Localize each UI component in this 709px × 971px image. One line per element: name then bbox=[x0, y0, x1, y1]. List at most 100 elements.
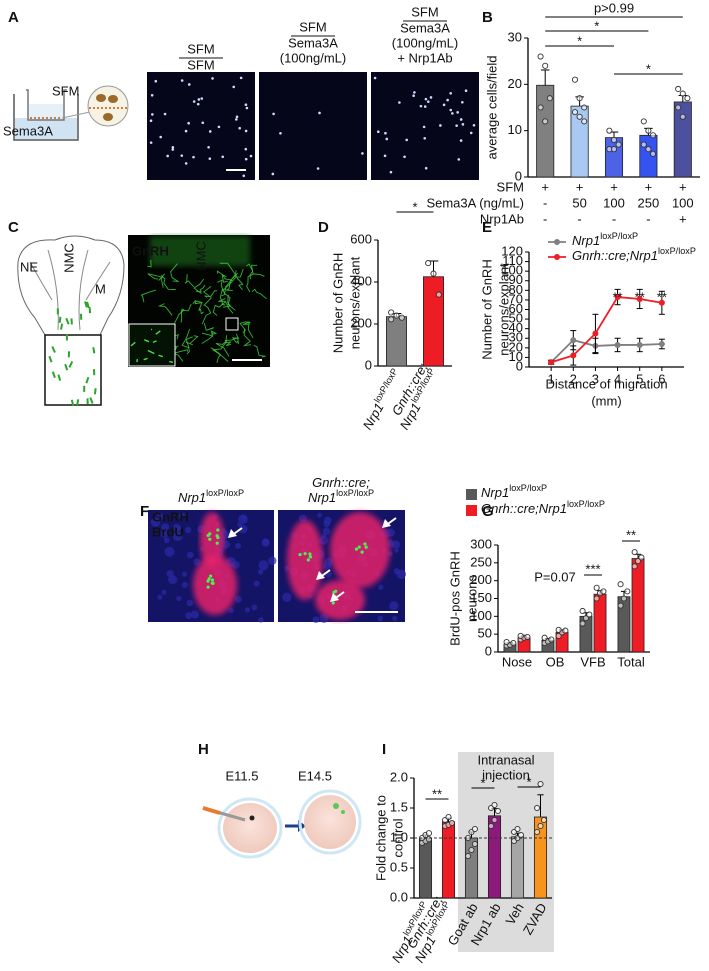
bar bbox=[442, 822, 454, 898]
brdu-spot bbox=[365, 546, 368, 549]
data-point bbox=[639, 555, 644, 560]
brdu-spot bbox=[309, 555, 312, 558]
data-point bbox=[538, 781, 543, 786]
data-point bbox=[618, 582, 623, 587]
x-axis-label: Distance of migration bbox=[545, 376, 667, 391]
data-point bbox=[616, 142, 621, 147]
data-point bbox=[543, 119, 548, 124]
nucleus bbox=[258, 617, 263, 622]
cell-spot bbox=[171, 148, 174, 151]
data-point bbox=[541, 817, 546, 822]
cell-icon bbox=[96, 94, 106, 102]
condition-line: Sema3A bbox=[400, 20, 450, 35]
legend-marker bbox=[554, 254, 560, 260]
brdu-spot bbox=[208, 538, 211, 541]
cell-spot bbox=[423, 137, 426, 140]
data-point bbox=[511, 640, 516, 645]
cell-spot bbox=[413, 91, 416, 94]
significance-label: *** bbox=[585, 561, 600, 576]
data-point bbox=[472, 841, 477, 846]
legend-swatch bbox=[466, 505, 477, 516]
nucleus bbox=[378, 585, 383, 590]
data-point bbox=[618, 603, 623, 608]
nucleus bbox=[238, 514, 248, 524]
data-point bbox=[641, 142, 646, 147]
nucleus bbox=[232, 561, 240, 569]
table-cell: + bbox=[610, 179, 618, 194]
data-point bbox=[547, 96, 552, 101]
superscript: loxP/loxP bbox=[206, 488, 244, 498]
brdu-spot bbox=[209, 574, 212, 577]
cell-spot bbox=[159, 136, 162, 139]
data-point bbox=[389, 317, 394, 322]
cell-spot bbox=[384, 155, 387, 158]
text-run: Gnrh::cre;Nrp1 bbox=[572, 248, 658, 263]
data-point bbox=[572, 77, 577, 82]
cell-spot bbox=[449, 92, 452, 95]
schematic-label: Sema3A bbox=[3, 123, 53, 138]
nucleus bbox=[394, 548, 398, 552]
cell-spot bbox=[279, 132, 282, 135]
cell-spot bbox=[201, 121, 204, 124]
neuron-icon bbox=[60, 317, 61, 323]
significance-label: * bbox=[526, 774, 531, 789]
data-point bbox=[582, 105, 587, 110]
cell-spot bbox=[390, 171, 393, 174]
y-axis-label: Number of GnRH bbox=[330, 253, 345, 353]
brdu-spot bbox=[363, 542, 366, 545]
data-point bbox=[538, 823, 543, 828]
table-cell: 100 bbox=[672, 195, 694, 210]
nucleus bbox=[258, 569, 263, 574]
gnrh-signal bbox=[330, 512, 390, 588]
y-axis-label: Number of GnRH bbox=[479, 259, 494, 359]
nucleus bbox=[317, 513, 322, 518]
data-point bbox=[549, 637, 554, 642]
table-cell: - bbox=[577, 211, 581, 226]
insert-medium bbox=[29, 104, 63, 119]
series-marker bbox=[637, 342, 643, 348]
cell-spot bbox=[385, 138, 388, 141]
cell-spot bbox=[150, 119, 153, 122]
series-marker bbox=[548, 359, 554, 365]
nucleus bbox=[282, 593, 291, 602]
gnrh-signal bbox=[315, 580, 365, 620]
nucleus bbox=[182, 572, 187, 577]
neuron-icon bbox=[69, 361, 72, 367]
cell-spot bbox=[361, 152, 364, 155]
table-cell: - bbox=[612, 211, 616, 226]
cell-spot bbox=[200, 97, 203, 100]
series-marker bbox=[615, 342, 621, 348]
data-point bbox=[676, 105, 681, 110]
cell-spot bbox=[198, 98, 201, 101]
y-tick-label: 0 bbox=[365, 357, 372, 372]
stain-label: GnRH bbox=[132, 243, 169, 258]
cell-spot bbox=[245, 130, 248, 133]
cell-spot bbox=[457, 158, 460, 161]
y-tick-label: 0.0 bbox=[390, 889, 408, 904]
neuron-icon bbox=[52, 347, 55, 353]
significance-label: * bbox=[412, 199, 417, 214]
cell-spot bbox=[317, 167, 320, 170]
table-cell: 250 bbox=[638, 195, 660, 210]
brdu-spot bbox=[298, 553, 301, 556]
panel-label: I bbox=[382, 741, 386, 758]
cell-spot bbox=[446, 99, 449, 102]
condition-line: SFM bbox=[187, 57, 214, 72]
data-point bbox=[492, 817, 497, 822]
nucleus bbox=[168, 575, 177, 584]
table-cell: - bbox=[543, 211, 547, 226]
x-tick-label: VFB bbox=[580, 654, 605, 669]
cell-spot bbox=[473, 124, 476, 127]
data-point bbox=[538, 54, 543, 59]
data-point bbox=[465, 853, 470, 858]
gnrh-signal bbox=[193, 555, 237, 615]
cell-spot bbox=[242, 175, 245, 178]
brdu-spot bbox=[211, 578, 214, 581]
nucleus bbox=[323, 562, 331, 570]
data-point bbox=[646, 128, 651, 133]
row-label: Sema3A (ng/mL) bbox=[426, 195, 524, 210]
data-point bbox=[472, 826, 477, 831]
cell-spot bbox=[374, 77, 377, 80]
y-axis-label: average cells/field bbox=[484, 55, 499, 159]
